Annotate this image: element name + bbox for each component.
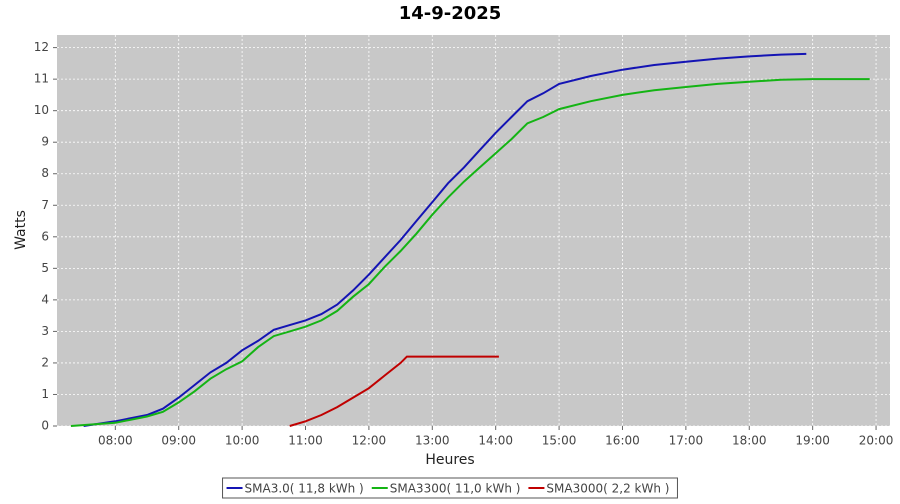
x-tick-label: 11:00 (288, 434, 323, 448)
series-line (70, 78, 870, 427)
plot-area (57, 35, 890, 426)
x-tick-label: 16:00 (605, 434, 640, 448)
x-tick-label: 19:00 (795, 434, 830, 448)
x-tick-label: 12:00 (352, 434, 387, 448)
y-tick-label: 0 (41, 419, 49, 433)
y-tick-label: 5 (41, 261, 49, 275)
y-tick-label: 2 (41, 355, 49, 369)
y-tick-label: 4 (41, 292, 49, 306)
y-tick-label: 10 (34, 103, 49, 117)
y-axis-label: Watts (13, 210, 29, 250)
x-tick-label: 15:00 (542, 434, 577, 448)
legend-box (222, 477, 678, 499)
legend: SMA3.0( 11,8 kWh ) SMA3300( 11,0 kWh ) SMA… (222, 477, 678, 499)
x-tick-label: 18:00 (732, 434, 767, 448)
chart-title: 14-9-2025 (399, 3, 502, 24)
legend-label: SMA3.0( 11,8 kWh ) (245, 482, 364, 496)
x-tick-label: 08:00 (98, 434, 133, 448)
x-tick-label: 14:00 (478, 434, 513, 448)
series-line (83, 52, 807, 427)
x-tick-label: 13:00 (415, 434, 450, 448)
y-tick-label: 1 (41, 387, 49, 401)
legend-label: SMA3000( 2,2 kWh ) (546, 482, 669, 496)
x-tick-label: 10:00 (225, 434, 260, 448)
y-tick-label: 8 (41, 166, 49, 180)
y-tick-label: 12 (34, 40, 49, 54)
y-tick-label: 6 (41, 229, 49, 243)
y-tick-label: 9 (41, 135, 49, 149)
y-tick-label: 3 (41, 324, 49, 338)
legend-label: SMA3300( 11,0 kWh ) (390, 482, 521, 496)
x-axis-label: Heures (425, 452, 474, 468)
y-tick-label: 11 (34, 72, 49, 86)
x-tick-label: 20:00 (859, 434, 894, 448)
x-tick-label: 17:00 (669, 434, 704, 448)
y-tick-label: 7 (41, 198, 49, 212)
x-tick-label: 09:00 (161, 434, 196, 448)
series-line (289, 355, 499, 427)
